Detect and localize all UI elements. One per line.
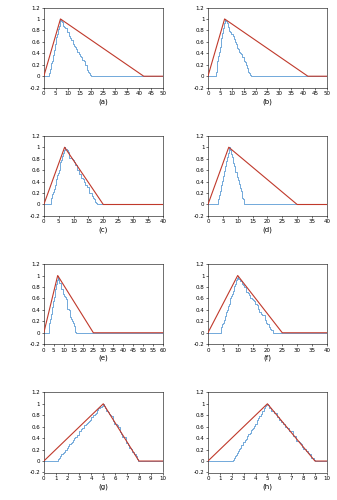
X-axis label: (g): (g) (98, 483, 108, 490)
X-axis label: (d): (d) (263, 226, 272, 233)
X-axis label: (f): (f) (264, 355, 271, 362)
X-axis label: (h): (h) (263, 483, 272, 490)
X-axis label: (a): (a) (98, 98, 108, 104)
X-axis label: (c): (c) (99, 226, 108, 233)
X-axis label: (b): (b) (263, 98, 272, 104)
X-axis label: (e): (e) (98, 355, 108, 362)
